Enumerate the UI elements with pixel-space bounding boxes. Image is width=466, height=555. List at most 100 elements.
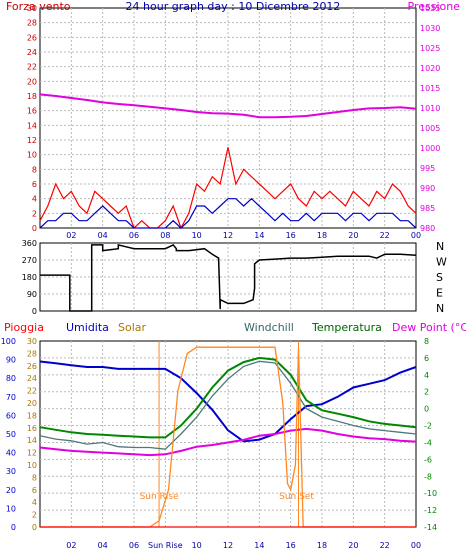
time-tick: 20 bbox=[348, 541, 358, 550]
humidity-tick: 10 bbox=[6, 504, 16, 513]
series-line bbox=[39, 197, 417, 229]
series-line bbox=[39, 93, 417, 119]
wind-speed-tick: 20 bbox=[27, 77, 37, 86]
humidity-tick: 100 bbox=[1, 337, 16, 346]
solar-tick: 0 bbox=[32, 523, 37, 532]
time-tick: 02 bbox=[66, 231, 76, 240]
time-tick: 18 bbox=[317, 231, 327, 240]
solar-tick: 6 bbox=[32, 486, 37, 495]
temperature-humidity-series bbox=[39, 346, 417, 528]
wind-speed-tick: 10 bbox=[27, 151, 37, 160]
humidity-tick: 0 bbox=[11, 523, 16, 532]
legend-umidita: Umidita bbox=[66, 321, 109, 334]
time-tick: 12 bbox=[223, 231, 233, 240]
wind-direction-tick: 360 bbox=[22, 239, 37, 248]
compass-label: S bbox=[436, 271, 443, 284]
pressure-tick: 1035 bbox=[420, 4, 440, 13]
temperature-tick: 0 bbox=[424, 405, 429, 414]
wind-speed-axis-title: Forza vento bbox=[6, 0, 71, 13]
time-tick: Sun Rise bbox=[148, 541, 183, 550]
pressure-tick: 1005 bbox=[420, 124, 440, 133]
solar-tick: 12 bbox=[27, 449, 37, 458]
temperature-tick: -10 bbox=[424, 489, 437, 498]
humidity-tick: 30 bbox=[6, 467, 16, 476]
humidity-tick: 40 bbox=[6, 449, 16, 458]
time-tick: 08 bbox=[160, 231, 170, 240]
time-tick: 22 bbox=[380, 541, 390, 550]
temperature-tick: 8 bbox=[424, 337, 429, 346]
pressure-tick: 1000 bbox=[420, 144, 440, 153]
wind-direction-tick: 270 bbox=[22, 256, 37, 265]
time-tick-labels-bottom: 02 04 06 Sun Rise 10 12 14 16 18 20 22 00 bbox=[66, 541, 421, 550]
temperature-tick: -8 bbox=[424, 472, 432, 481]
series-line bbox=[39, 360, 417, 443]
wind-speed-tick: 22 bbox=[27, 63, 37, 72]
temperature-tick: -2 bbox=[424, 422, 432, 431]
time-tick: 04 bbox=[98, 541, 108, 550]
humidity-tick: 50 bbox=[6, 430, 16, 439]
legend-dew-point: Dew Point (°C) bbox=[392, 321, 466, 334]
chart-title: 24 hour graph day : 10 Dicembre 2012 bbox=[126, 0, 341, 13]
compass-label: E bbox=[436, 287, 443, 300]
series-line bbox=[39, 356, 417, 439]
time-tick: 16 bbox=[286, 541, 296, 550]
time-tick: 14 bbox=[254, 231, 264, 240]
time-tick: 10 bbox=[192, 541, 202, 550]
pressure-tick: 1010 bbox=[420, 104, 440, 113]
legend-windchill: Windchill bbox=[244, 321, 294, 334]
wind-direction-series bbox=[40, 243, 417, 312]
series-line bbox=[40, 346, 416, 528]
humidity-tick-labels: 0 10 20 30 40 50 60 70 80 90 100 bbox=[1, 337, 16, 532]
pressure-tick: 990 bbox=[420, 184, 435, 193]
temperature-tick: 4 bbox=[424, 371, 429, 380]
humidity-tick: 70 bbox=[6, 393, 16, 402]
time-tick: 04 bbox=[98, 231, 108, 240]
temperature-tick: -4 bbox=[424, 438, 432, 447]
wind-speed-tick: 26 bbox=[27, 33, 37, 42]
solar-tick: 14 bbox=[27, 436, 37, 445]
series-line bbox=[39, 360, 417, 450]
humidity-tick: 20 bbox=[6, 486, 16, 495]
time-tick: 12 bbox=[223, 541, 233, 550]
humidity-tick: 90 bbox=[6, 356, 16, 365]
wind-speed-tick: 12 bbox=[27, 136, 37, 145]
series-line bbox=[39, 147, 417, 230]
solar-tick: 8 bbox=[32, 473, 37, 482]
wind-speed-tick: 2 bbox=[32, 209, 37, 218]
time-tick: 06 bbox=[129, 231, 139, 240]
humidity-tick: 60 bbox=[6, 411, 16, 420]
pressure-tick-labels: 980 985 990 995 1000 1005 1010 1015 1020 1025 1030… bbox=[420, 4, 440, 233]
solar-tick: 4 bbox=[32, 498, 37, 507]
legend-temperatura: Temperatura bbox=[311, 321, 382, 334]
wind-speed-tick: 14 bbox=[27, 121, 37, 130]
pressure-tick: 985 bbox=[420, 204, 435, 213]
wind-direction-tick: 0 bbox=[32, 307, 37, 316]
temperature-tick-labels: -14 -12 -10 -8 -6 -4 -2 0 2 4 6 8 bbox=[424, 337, 437, 532]
wind-speed-tick: 30 bbox=[27, 4, 37, 13]
wind-speed-tick: 28 bbox=[27, 19, 37, 28]
solar-tick: 20 bbox=[27, 399, 37, 408]
wind-direction-tick: 180 bbox=[22, 273, 37, 282]
solar-tick: 30 bbox=[27, 337, 37, 346]
wind-speed-tick: 6 bbox=[32, 180, 37, 189]
sun-set-annotation: Sun Set bbox=[279, 492, 314, 502]
legend-solar: Solar bbox=[118, 321, 147, 334]
solar-tick: 10 bbox=[27, 461, 37, 470]
time-tick: 18 bbox=[317, 541, 327, 550]
compass-label: N bbox=[436, 302, 444, 315]
wind-speed-tick: 24 bbox=[27, 48, 37, 57]
temperature-tick: 6 bbox=[424, 354, 429, 363]
time-tick: 22 bbox=[380, 231, 390, 240]
compass-label: N bbox=[436, 240, 444, 253]
sun-rise-annotation: Sun Rise bbox=[140, 492, 179, 502]
legend-pioggia: Pioggia bbox=[4, 321, 44, 334]
solar-tick: 2 bbox=[32, 511, 37, 520]
pressure-tick: 1015 bbox=[420, 84, 440, 93]
wind-direction-tick-labels: 0 90 180 270 360 bbox=[22, 239, 37, 316]
temperature-tick: 2 bbox=[424, 388, 429, 397]
wind-speed-tick: 0 bbox=[32, 224, 37, 233]
